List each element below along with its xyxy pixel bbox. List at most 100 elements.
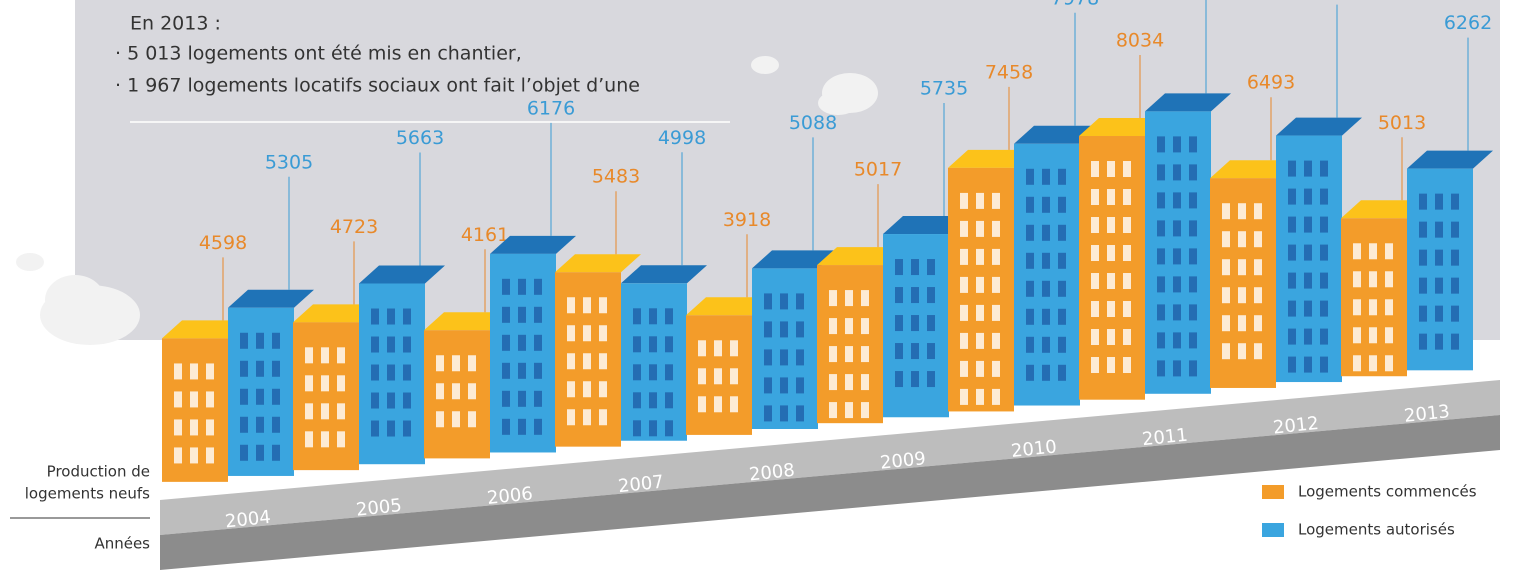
window [1157, 220, 1165, 237]
roof [424, 312, 510, 331]
window [1091, 301, 1099, 318]
window [1107, 245, 1115, 262]
window [633, 336, 641, 353]
window [1123, 217, 1131, 234]
window [518, 418, 526, 435]
roof [162, 320, 248, 339]
window [321, 375, 329, 392]
window [371, 364, 379, 381]
window [567, 409, 575, 426]
window [1222, 231, 1230, 248]
window [1091, 217, 1099, 234]
window [829, 290, 837, 307]
window [599, 353, 607, 370]
window [780, 293, 788, 310]
window [1222, 203, 1230, 220]
window [665, 392, 673, 409]
window [305, 347, 313, 364]
window [1288, 244, 1296, 261]
window [1189, 248, 1197, 265]
window [861, 374, 869, 391]
value-label: 7978 [1051, 0, 1099, 9]
window [1107, 217, 1115, 234]
window [1385, 327, 1393, 344]
window [272, 360, 280, 377]
window [1173, 360, 1181, 377]
window [1026, 252, 1034, 269]
year-label: 2004 [224, 507, 272, 533]
window [468, 383, 476, 400]
roof [293, 304, 379, 323]
window [337, 375, 345, 392]
window [321, 347, 329, 364]
value-label: 6493 [1247, 72, 1295, 94]
window [452, 355, 460, 372]
window [1288, 160, 1296, 177]
window [1435, 333, 1443, 350]
window [1091, 161, 1099, 178]
window [1026, 336, 1034, 353]
window [1026, 196, 1034, 213]
window [452, 383, 460, 400]
value-label: 5483 [592, 166, 640, 188]
window [1369, 327, 1377, 344]
window [911, 371, 919, 388]
window [371, 336, 379, 353]
window [502, 418, 510, 435]
value-label: 8034 [1116, 30, 1164, 52]
window [1304, 356, 1312, 373]
window [1254, 203, 1262, 220]
window [845, 402, 853, 419]
window [256, 416, 264, 433]
window [992, 388, 1000, 405]
window [1320, 300, 1328, 317]
window [1026, 224, 1034, 241]
window [206, 447, 214, 464]
window [764, 349, 772, 366]
window [633, 364, 641, 381]
window [861, 346, 869, 363]
roof [1407, 150, 1493, 169]
window [321, 431, 329, 448]
window [599, 409, 607, 426]
window [960, 332, 968, 349]
window [960, 360, 968, 377]
window [1042, 308, 1050, 325]
window [1419, 193, 1427, 210]
window [649, 364, 657, 381]
left-label: Production de [47, 463, 150, 481]
window [1123, 357, 1131, 374]
building [621, 283, 687, 441]
window [1123, 301, 1131, 318]
window [1419, 249, 1427, 266]
roof [1014, 125, 1100, 144]
base-top [160, 380, 1500, 535]
window [1385, 299, 1393, 316]
window [665, 308, 673, 325]
window [976, 192, 984, 209]
window [1042, 280, 1050, 297]
window [1222, 343, 1230, 360]
window [960, 192, 968, 209]
window [256, 360, 264, 377]
roof [1276, 117, 1362, 136]
window [1173, 220, 1181, 237]
window [387, 420, 395, 437]
value-label: 5017 [854, 159, 902, 181]
window [698, 340, 706, 357]
window [845, 346, 853, 363]
window [583, 409, 591, 426]
window [1385, 355, 1393, 372]
window [1157, 248, 1165, 265]
year-label: 2013 [1403, 401, 1451, 427]
value-label: 5663 [396, 127, 444, 149]
window [567, 325, 575, 342]
window [272, 332, 280, 349]
window [1058, 308, 1066, 325]
window [1369, 271, 1377, 288]
window [1157, 276, 1165, 293]
window [1157, 192, 1165, 209]
building [293, 322, 359, 471]
window [518, 334, 526, 351]
